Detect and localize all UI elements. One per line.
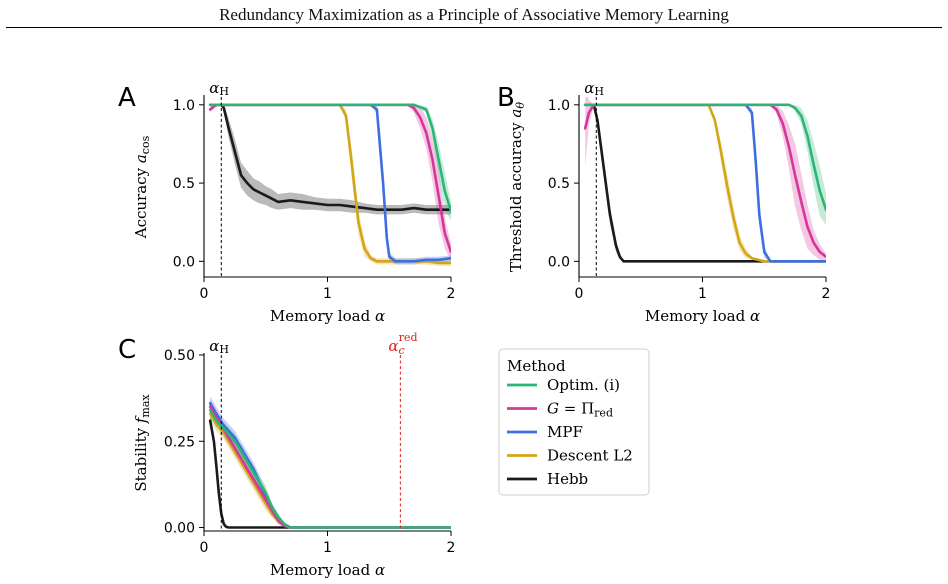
legend-item-optim: Optim. (i) <box>507 376 620 394</box>
paper-title: Redundancy Maximization as a Principle o… <box>219 5 729 24</box>
x-axis-label: Memory load α <box>270 307 385 325</box>
series-line-gpi <box>208 405 451 529</box>
legend-item-gpi: G = Πred <box>507 400 613 420</box>
y-tick-label: 1.0 <box>173 98 195 114</box>
panel-letter: C <box>118 335 136 365</box>
y-axis-label: Accuracy acos <box>132 135 152 239</box>
series-line-l2 <box>208 412 451 529</box>
y-axis-label: Stability fmax <box>132 394 152 492</box>
plot-area <box>583 97 826 263</box>
y-axis-label: Threshold accuracy aθ <box>507 102 527 272</box>
y-tick-label: 0.00 <box>164 521 195 537</box>
legend-item-l2: Descent L2 <box>507 447 633 465</box>
series-line-optim <box>583 103 826 211</box>
legend-title: Method <box>507 357 566 375</box>
y-tick-label: 0.5 <box>173 176 195 192</box>
y-tick-label: 0.0 <box>173 254 195 270</box>
panel-letter: A <box>118 83 136 113</box>
x-tick-label: 2 <box>822 286 831 302</box>
y-tick-label: 0.50 <box>164 348 195 364</box>
legend-item-hebb: Hebb <box>507 470 588 488</box>
page-header: Redundancy Maximization as a Principle o… <box>0 0 948 30</box>
plot-area <box>208 396 451 529</box>
series-line-l2 <box>583 103 826 263</box>
alpha-h-label: αH <box>584 79 604 98</box>
y-tick-label: 0.5 <box>548 176 570 192</box>
series-band-hebb <box>591 104 826 262</box>
x-tick-label: 0 <box>575 286 584 302</box>
series-band-hebb <box>216 103 451 215</box>
series-line-mpf <box>583 103 826 263</box>
plot-area <box>208 103 451 266</box>
x-axis-label: Memory load α <box>645 307 760 325</box>
series-line-hebb <box>215 103 451 211</box>
alpha-h-label: αH <box>209 337 229 356</box>
series-line-optim <box>208 103 451 213</box>
series-line-hebb <box>590 103 826 263</box>
x-tick-label: 2 <box>447 286 456 302</box>
x-tick-label: 1 <box>698 286 707 302</box>
legend-label: Optim. (i) <box>547 376 620 394</box>
legend-label: MPF <box>547 423 583 441</box>
panel-letter: B <box>497 83 515 113</box>
alpha-h-label: αH <box>209 79 229 98</box>
x-axis-label: Memory load α <box>270 561 385 579</box>
series-line-mpf <box>208 103 451 263</box>
alpha-c-red-label: αcred <box>388 331 417 357</box>
header-rule <box>6 27 942 28</box>
x-tick-label: 1 <box>323 286 332 302</box>
x-tick-label: 0 <box>200 286 209 302</box>
series-band-gpi <box>585 97 826 260</box>
x-tick-label: 1 <box>323 540 332 556</box>
y-tick-label: 1.0 <box>548 98 570 114</box>
y-tick-label: 0.25 <box>164 434 195 450</box>
series-line-optim <box>208 408 451 529</box>
legend-item-mpf: MPF <box>507 423 583 441</box>
x-tick-label: 2 <box>447 540 456 556</box>
legend-label: Descent L2 <box>547 447 633 465</box>
legend-label: Hebb <box>547 470 588 488</box>
legend-label: G = Πred <box>547 400 613 420</box>
series-line-gpi <box>583 103 826 259</box>
x-tick-label: 0 <box>200 540 209 556</box>
y-tick-label: 0.0 <box>548 254 570 270</box>
